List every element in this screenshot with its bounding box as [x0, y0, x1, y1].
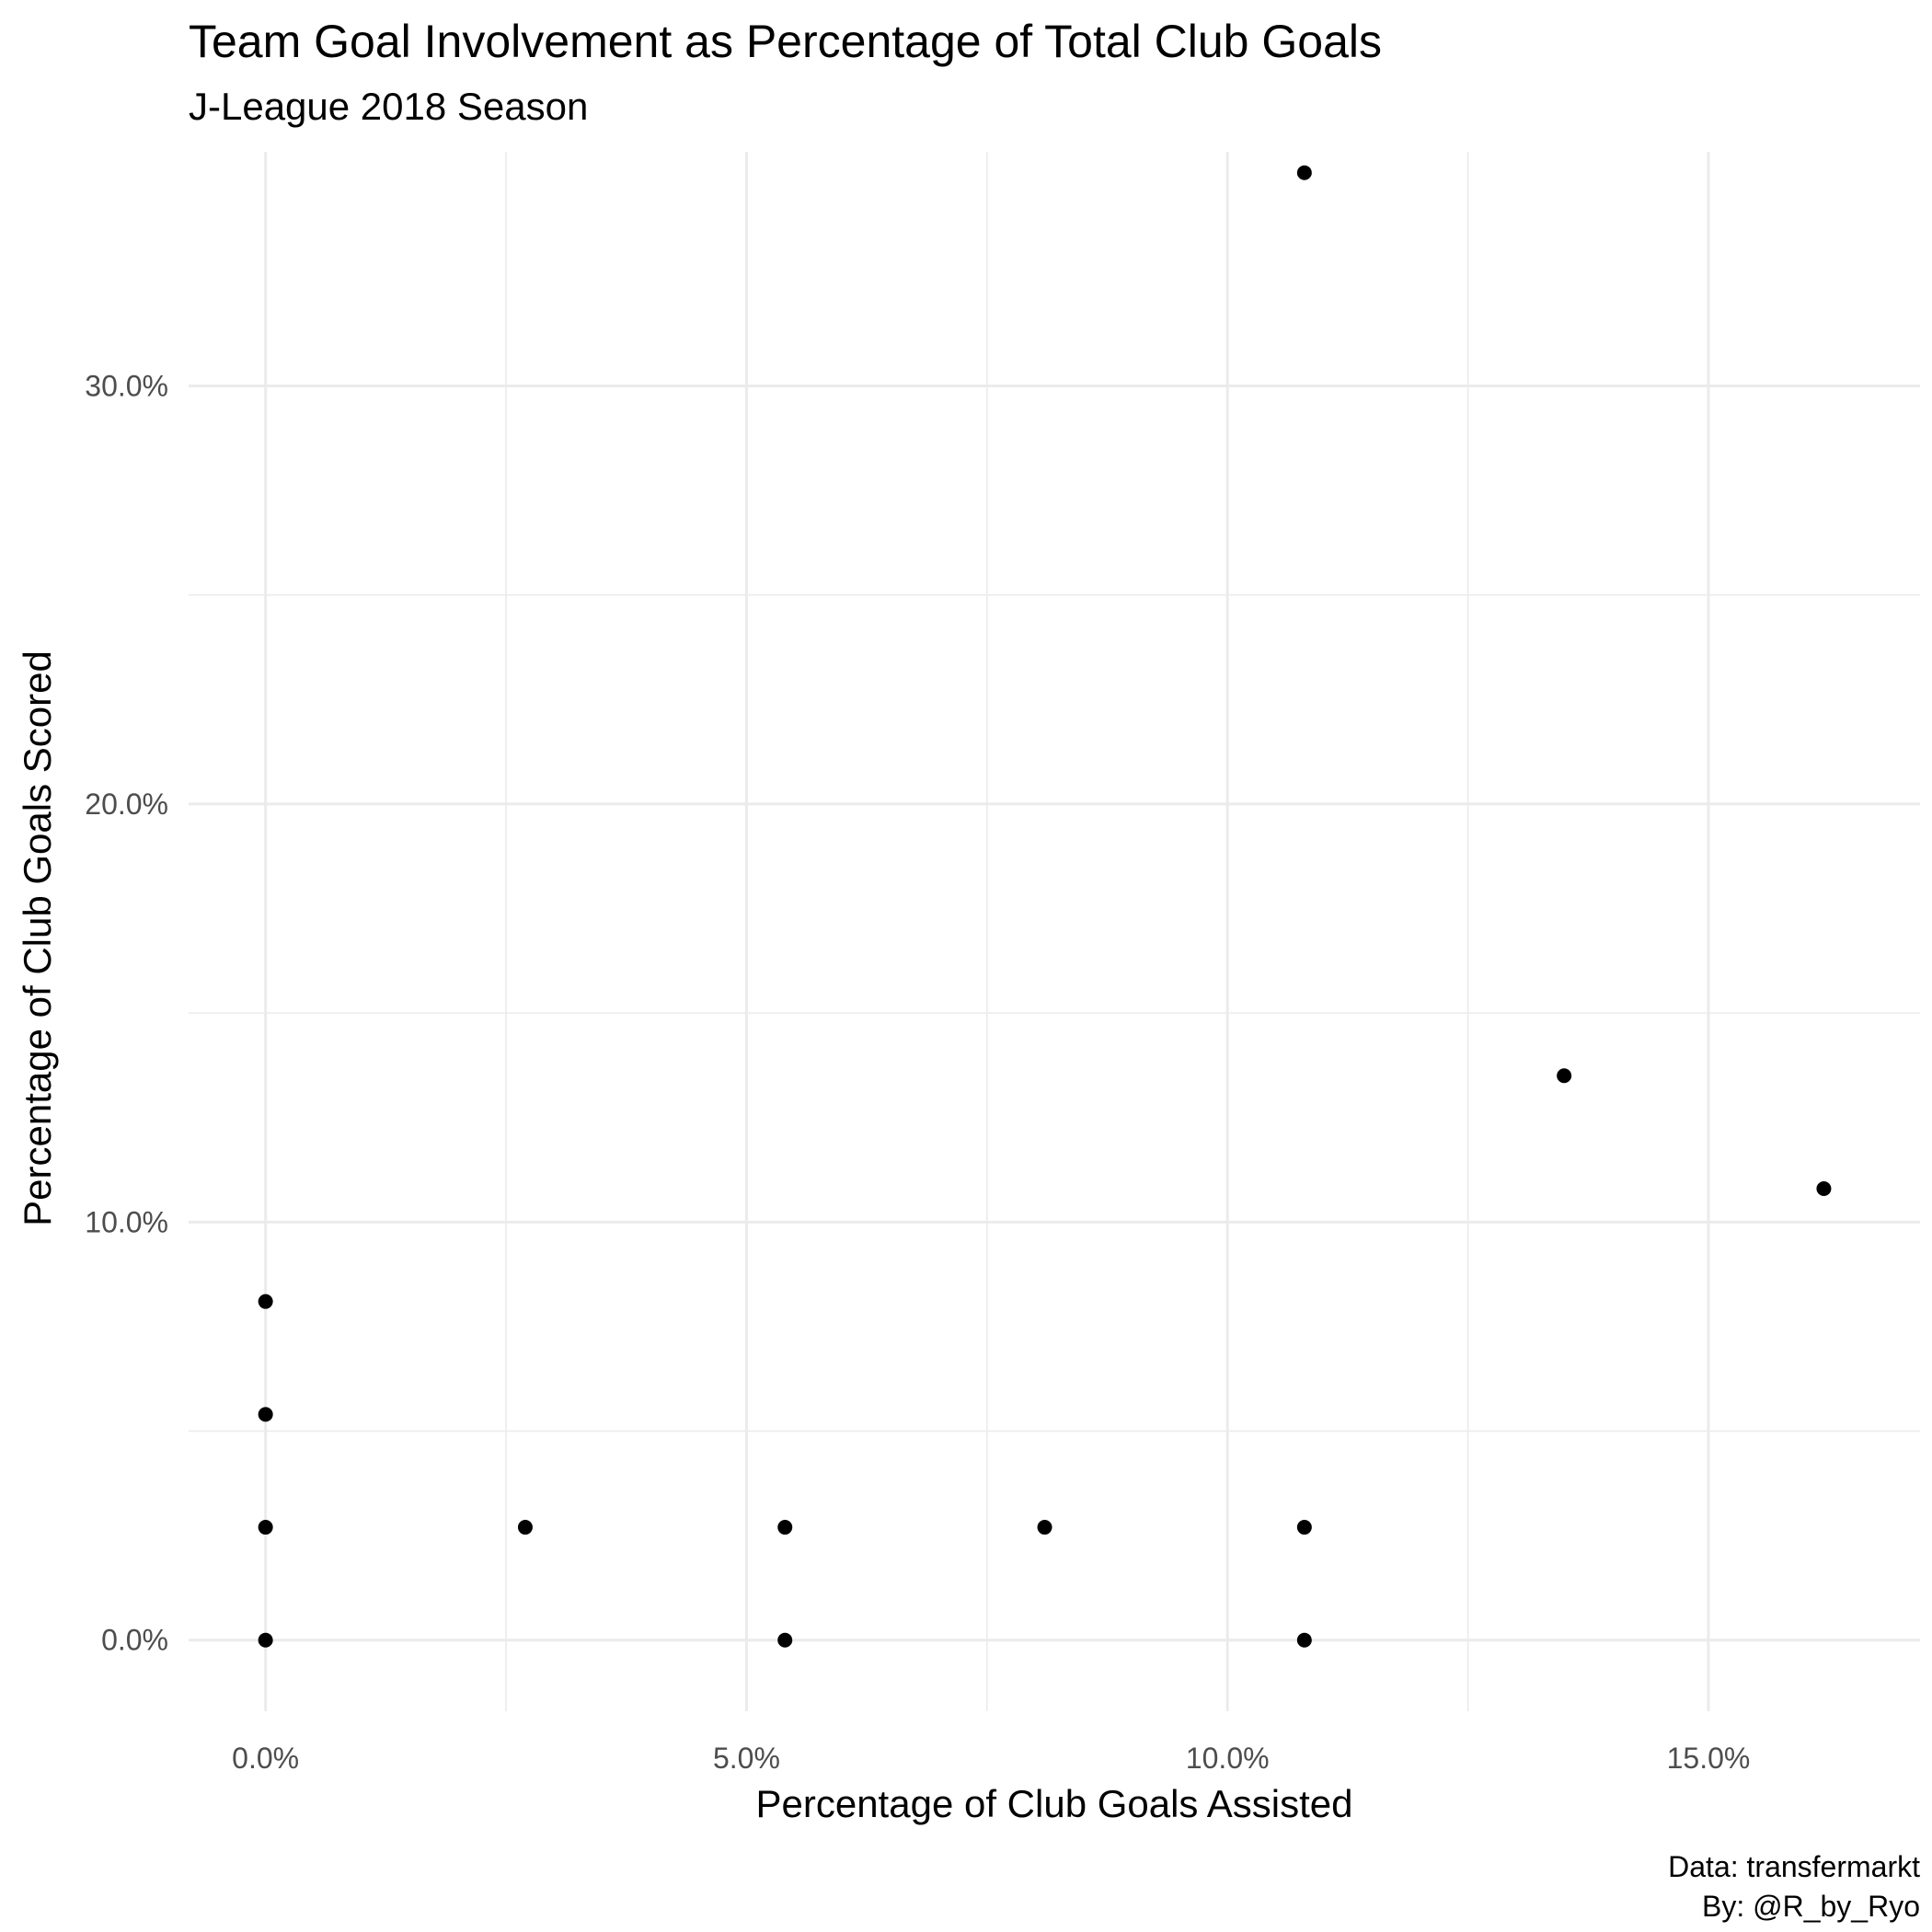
grid — [189, 152, 1920, 1711]
x-tick-label: 10.0% — [1186, 1742, 1270, 1775]
data-point — [258, 1294, 273, 1309]
x-tick-label: 0.0% — [232, 1742, 299, 1775]
data-point — [258, 1520, 273, 1535]
x-tick-label: 5.0% — [713, 1742, 780, 1775]
data-point — [1296, 165, 1312, 180]
data-points — [258, 165, 1832, 1648]
data-point — [777, 1632, 793, 1648]
data-point — [258, 1632, 273, 1648]
data-point — [258, 1407, 273, 1422]
x-axis-ticks: 0.0% 5.0% 10.0% 15.0% — [232, 1742, 1750, 1775]
x-tick-label: 15.0% — [1667, 1742, 1751, 1775]
y-tick-label: 10.0% — [85, 1205, 168, 1238]
data-point — [1296, 1632, 1312, 1648]
data-point — [517, 1520, 533, 1535]
y-tick-label: 20.0% — [85, 788, 168, 821]
caption-data-source: Data: transfermarkt — [1668, 1850, 1920, 1883]
data-point — [1557, 1068, 1572, 1084]
y-tick-label: 0.0% — [101, 1624, 168, 1657]
x-axis-title: Percentage of Club Goals Assisted — [755, 1782, 1352, 1825]
chart-subtitle: J-League 2018 Season — [189, 85, 588, 128]
chart-title: Team Goal Involvement as Percentage of T… — [189, 16, 1382, 67]
data-point — [1816, 1180, 1832, 1196]
caption-author: By: @R_by_Ryo — [1702, 1890, 1920, 1923]
y-axis-ticks: 0.0% 10.0% 20.0% 30.0% — [85, 369, 168, 1656]
data-point — [777, 1520, 793, 1535]
y-tick-label: 30.0% — [85, 369, 168, 402]
data-point — [1296, 1520, 1312, 1535]
data-point — [1037, 1520, 1052, 1535]
y-axis-title: Percentage of Club Goals Scored — [16, 650, 59, 1226]
